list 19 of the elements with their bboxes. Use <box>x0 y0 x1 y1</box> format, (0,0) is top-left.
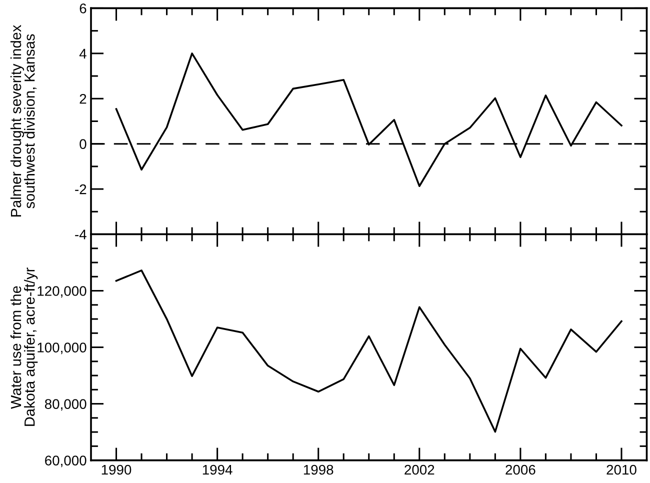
y-tick-label: -4 <box>75 230 86 240</box>
x-tick-label: 2010 <box>606 464 636 475</box>
y-tick-label: 6 <box>80 4 86 14</box>
y-axis-title: Water use from the Dakota aquifer, acre-ft/yr <box>10 268 38 426</box>
y-tick-label: 60,000 <box>45 456 86 468</box>
y-axis-title: Palmer drought severity index southwest division, Kansas <box>10 24 36 216</box>
x-tick-label: 1994 <box>202 464 232 475</box>
x-tick-label: 2002 <box>404 464 434 475</box>
y-tick-label: 4 <box>79 48 86 58</box>
y-tick-label: 100,000 <box>38 342 86 354</box>
y-tick-label: 120,000 <box>38 286 86 298</box>
y-tick-label: 80,000 <box>44 399 86 411</box>
y-tick-label: 2 <box>80 94 86 104</box>
y-tick-label: -2 <box>75 184 86 194</box>
y-tick-label: 0 <box>80 139 86 150</box>
x-tick-label: 1998 <box>304 464 334 475</box>
line-series <box>115 270 622 433</box>
x-tick-label: 2006 <box>506 464 536 475</box>
x-tick-label: 1990 <box>102 464 132 475</box>
